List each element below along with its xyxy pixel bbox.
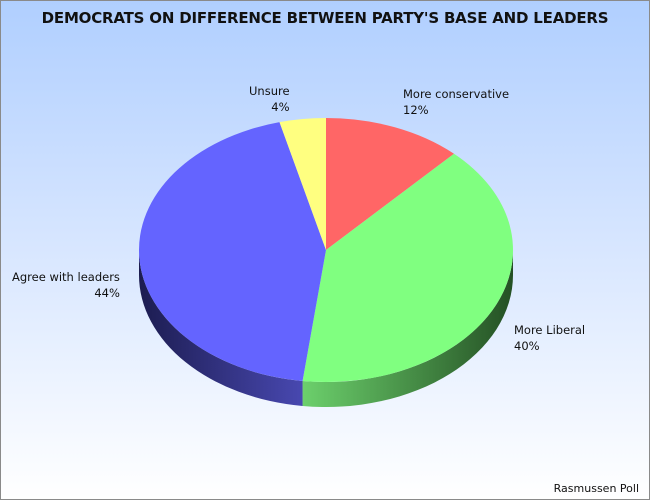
source-label: Rasmussen Poll: [553, 482, 639, 495]
pie-slice-unsure: [279, 118, 326, 250]
chart-title: DEMOCRATS ON DIFFERENCE BETWEEN PARTY'S …: [41, 9, 609, 27]
slice-label-more-conservative: More conservative 12%: [403, 87, 510, 117]
slice-label-agree-with-leaders: Agree with leaders 44%: [12, 270, 120, 300]
pie-slice-agree-with-leaders: [139, 122, 326, 381]
pie-slice-more-liberal: [302, 153, 513, 382]
pie-slice-more-conservative: [326, 118, 455, 250]
pie-side-more-liberal: [302, 250, 513, 407]
slice-label-unsure: Unsure 4%: [249, 84, 290, 114]
slice-label-more-liberal: More Liberal 40%: [514, 323, 586, 353]
pie-side-agree-with-leaders: [139, 250, 303, 406]
